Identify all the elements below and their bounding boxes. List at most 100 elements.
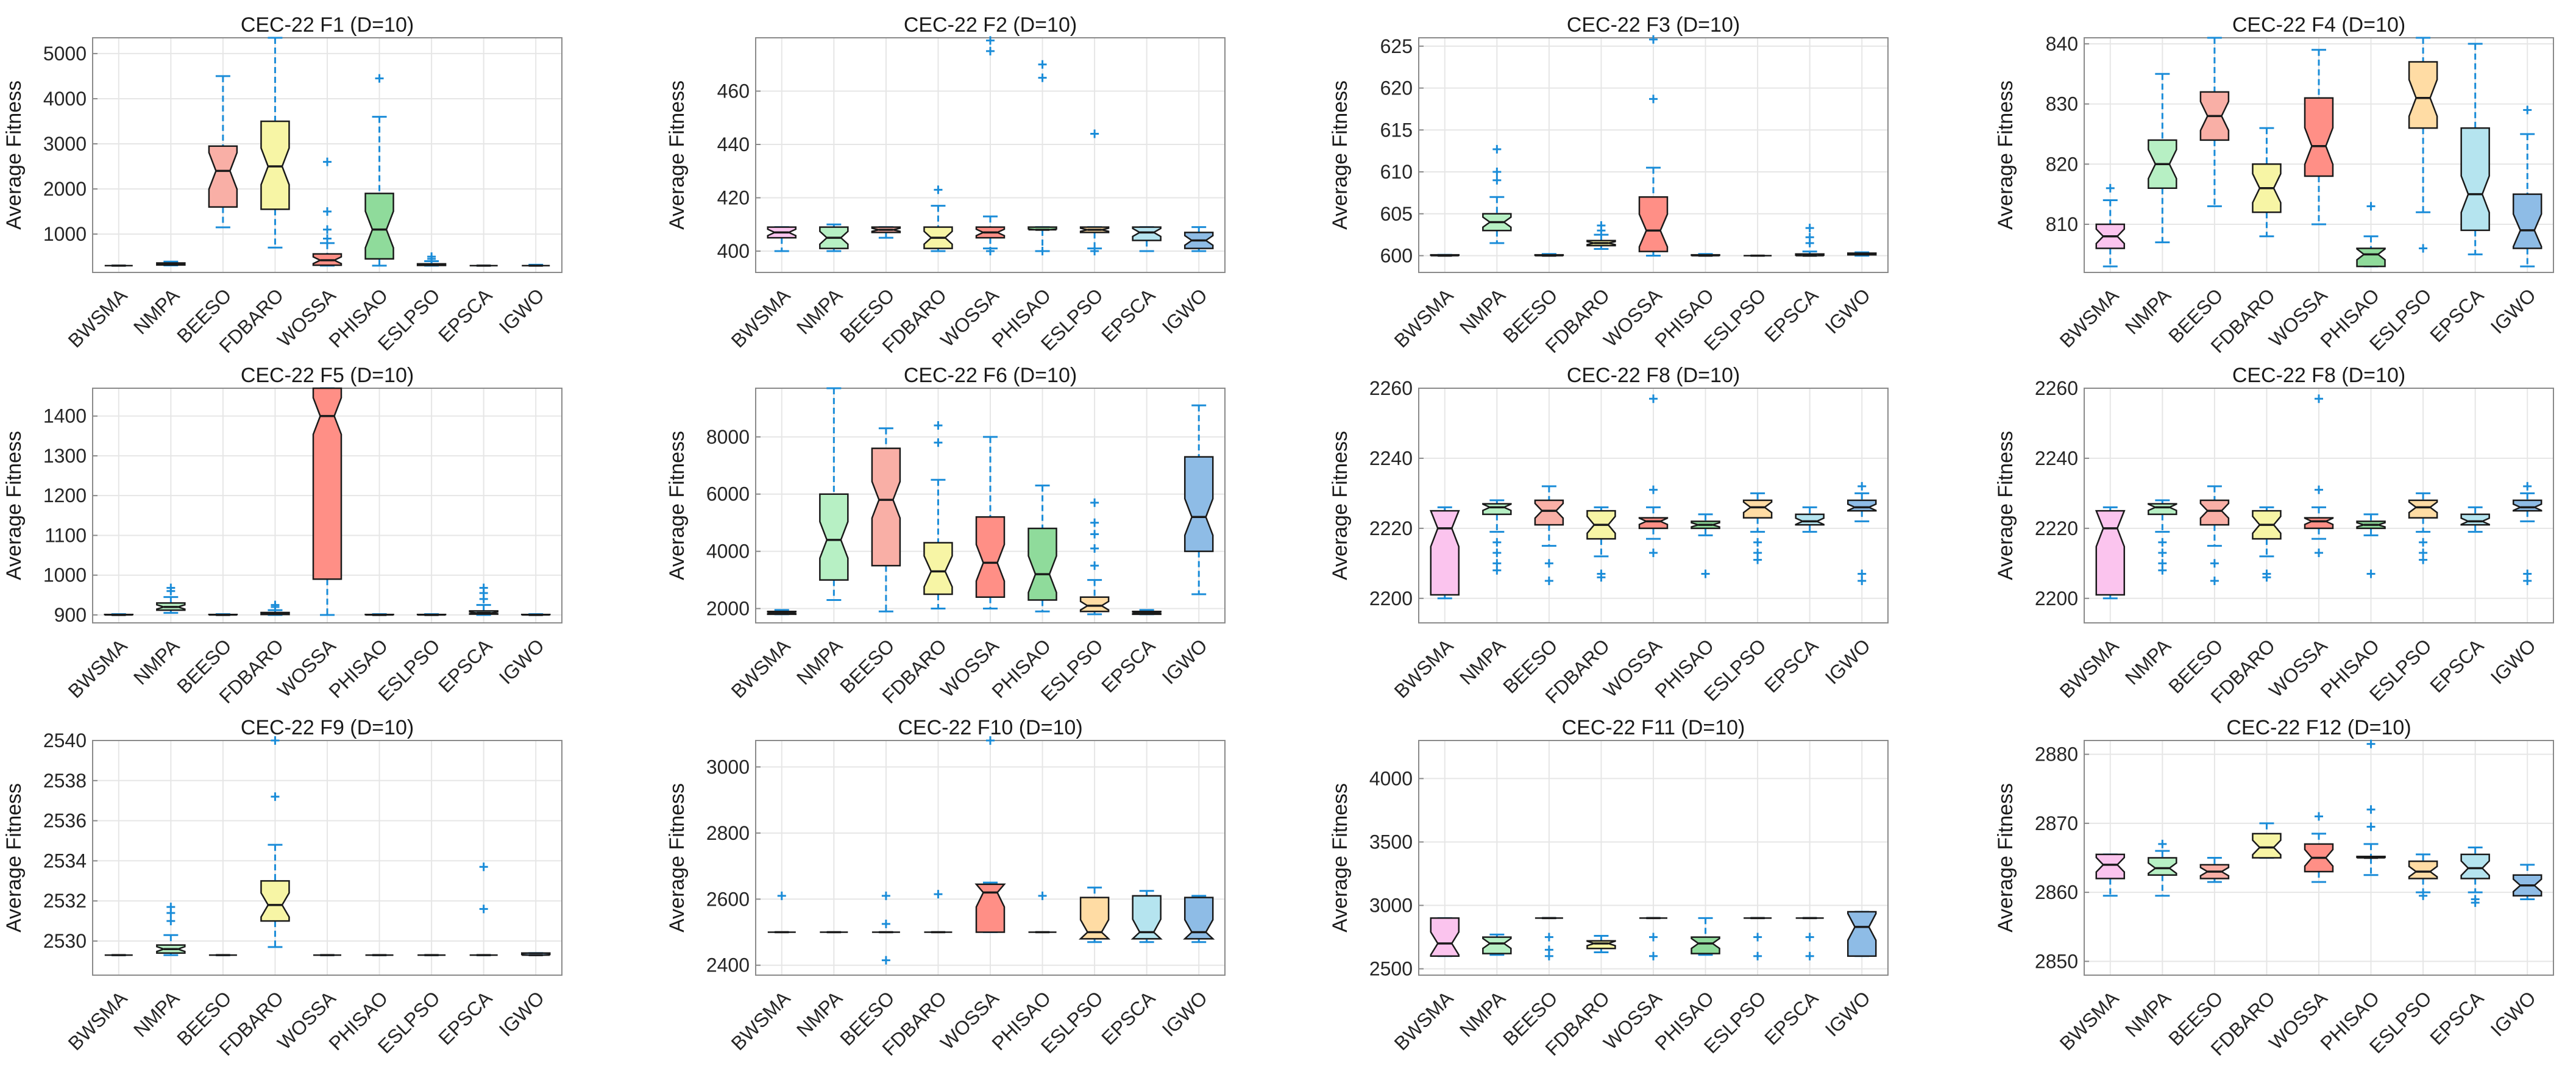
box-IGWO	[1847, 251, 1877, 257]
y-tick-label: 2400	[706, 954, 750, 976]
x-tick-label: IGWO	[495, 634, 548, 688]
box-body	[2512, 499, 2542, 512]
y-axis-label: Average Fitness	[1329, 431, 1352, 580]
y-tick-label: 840	[2046, 33, 2078, 55]
outlier-marker	[1090, 561, 1099, 570]
outlier-marker	[2366, 569, 2376, 578]
box-FDBARO	[923, 185, 953, 252]
box-PHISAO	[1027, 60, 1057, 255]
y-tick-label: 1300	[43, 445, 87, 467]
axes-frame	[92, 37, 562, 273]
outlier-marker	[986, 736, 995, 745]
outlier-marker	[1649, 35, 1658, 44]
box-PHISAO	[2356, 739, 2386, 876]
subplot-12: 2850286028702880BWSMANMPABEESOFDBAROWOSS…	[1994, 716, 2554, 1060]
y-tick-label: 2870	[2035, 812, 2078, 834]
outlier-marker	[2366, 805, 2376, 814]
outlier-marker	[1038, 73, 1047, 82]
subplot-title: CEC-22 F5 (D=10)	[241, 364, 414, 387]
box-BEESO	[1534, 485, 1564, 586]
outlier-marker	[986, 247, 995, 255]
x-tick-label: EPSCA	[1760, 284, 1823, 347]
x-tick-label: IGWO	[495, 987, 548, 1040]
subplot-1: 10002000300040005000BWSMANMPABEESOFDBARO…	[2, 13, 562, 357]
outlier-marker	[1038, 891, 1047, 900]
y-tick-label: 2532	[43, 890, 87, 912]
outlier-marker	[1805, 951, 1814, 961]
y-tick-label: 2850	[2035, 950, 2078, 972]
subplot-7: 2200222022402260BWSMANMPABEESOFDBAROWOSS…	[1329, 364, 1889, 708]
y-tick-label: 3500	[1369, 831, 1413, 853]
box-FDBARO	[1586, 934, 1616, 954]
outlier-marker	[323, 234, 332, 243]
outlier-marker	[2315, 549, 2323, 558]
box-EPSCA	[1132, 609, 1162, 616]
outlier-marker	[1805, 224, 1814, 233]
y-tick-label: 2538	[43, 770, 87, 792]
subplot-title: CEC-22 F2 (D=10)	[904, 13, 1077, 37]
box-body	[1534, 499, 1564, 526]
box-NMPA	[2148, 73, 2177, 244]
box-PHISAO	[2356, 513, 2386, 578]
box-BEESO	[208, 75, 238, 229]
box-body	[260, 880, 290, 922]
box-PHISAO	[1027, 485, 1057, 613]
subplot-8: 2200222022402260BWSMANMPABEESOFDBAROWOSS…	[1994, 364, 2554, 708]
outlier-marker	[1701, 569, 1710, 578]
x-tick-label: EPSCA	[434, 634, 497, 697]
box-FDBARO	[2252, 127, 2282, 238]
box-IGWO	[520, 613, 551, 616]
outlier-marker	[271, 792, 280, 801]
box-EPSCA	[1132, 226, 1162, 252]
box-PHISAO	[1028, 891, 1057, 934]
box-EPSCA	[2460, 847, 2490, 907]
outlier-marker	[881, 919, 890, 928]
outlier-marker	[2210, 577, 2219, 586]
x-tick-label: BWSMA	[2056, 284, 2123, 352]
y-tick-label: 1000	[43, 223, 87, 245]
y-tick-label: 820	[2046, 153, 2078, 175]
box-PHISAO	[364, 74, 394, 267]
x-tick-label: BWSMA	[727, 987, 795, 1054]
box-FDBARO	[260, 37, 290, 249]
box-BEESO	[2199, 485, 2230, 586]
box-PHISAO	[2356, 202, 2386, 268]
box-WOSSA	[1638, 35, 1669, 257]
box-body	[1586, 940, 1616, 950]
box-body	[1847, 911, 1877, 957]
box-body	[2460, 127, 2490, 232]
box-NMPA	[1482, 499, 1512, 575]
y-tick-label: 2200	[2035, 588, 2078, 609]
box-WOSSA	[975, 436, 1006, 610]
box-FDBARO	[923, 421, 953, 610]
box-body	[2095, 510, 2126, 596]
x-tick-label: EPSCA	[2425, 987, 2488, 1049]
outlier-marker	[479, 862, 488, 872]
subplot-11: 2500300035004000BWSMANMPABEESOFDBAROWOSS…	[1329, 716, 1889, 1060]
outlier-marker	[1090, 544, 1099, 553]
x-tick-label: EPSCA	[1760, 634, 1823, 697]
axes-frame	[2084, 37, 2554, 273]
y-axis-label: Average Fitness	[665, 80, 689, 230]
y-tick-label: 2530	[43, 930, 87, 952]
x-tick-label: BWSMA	[1390, 987, 1458, 1054]
y-tick-label: 8000	[706, 426, 750, 448]
box-PHISAO	[364, 613, 394, 616]
box-WOSSA	[974, 736, 1006, 934]
box-body	[364, 193, 394, 260]
y-tick-label: 2880	[2035, 744, 2078, 765]
box-PHISAO	[1691, 513, 1720, 578]
box-EPSCA	[2460, 43, 2490, 255]
subplot-6: 2000400060008000BWSMANMPABEESOFDBAROWOSS…	[665, 364, 1226, 708]
outlier-marker	[1544, 559, 1553, 568]
outlier-marker	[2419, 244, 2428, 253]
x-tick-label: EPSCA	[434, 987, 497, 1049]
box-BEESO	[871, 226, 901, 239]
outlier-marker	[2158, 549, 2167, 558]
box-body	[2148, 857, 2177, 876]
box-body	[2356, 247, 2386, 268]
y-axis-label: Average Fitness	[2, 783, 26, 932]
outlier-marker	[166, 917, 176, 926]
box-body	[1638, 517, 1669, 530]
box-body	[2460, 853, 2490, 879]
